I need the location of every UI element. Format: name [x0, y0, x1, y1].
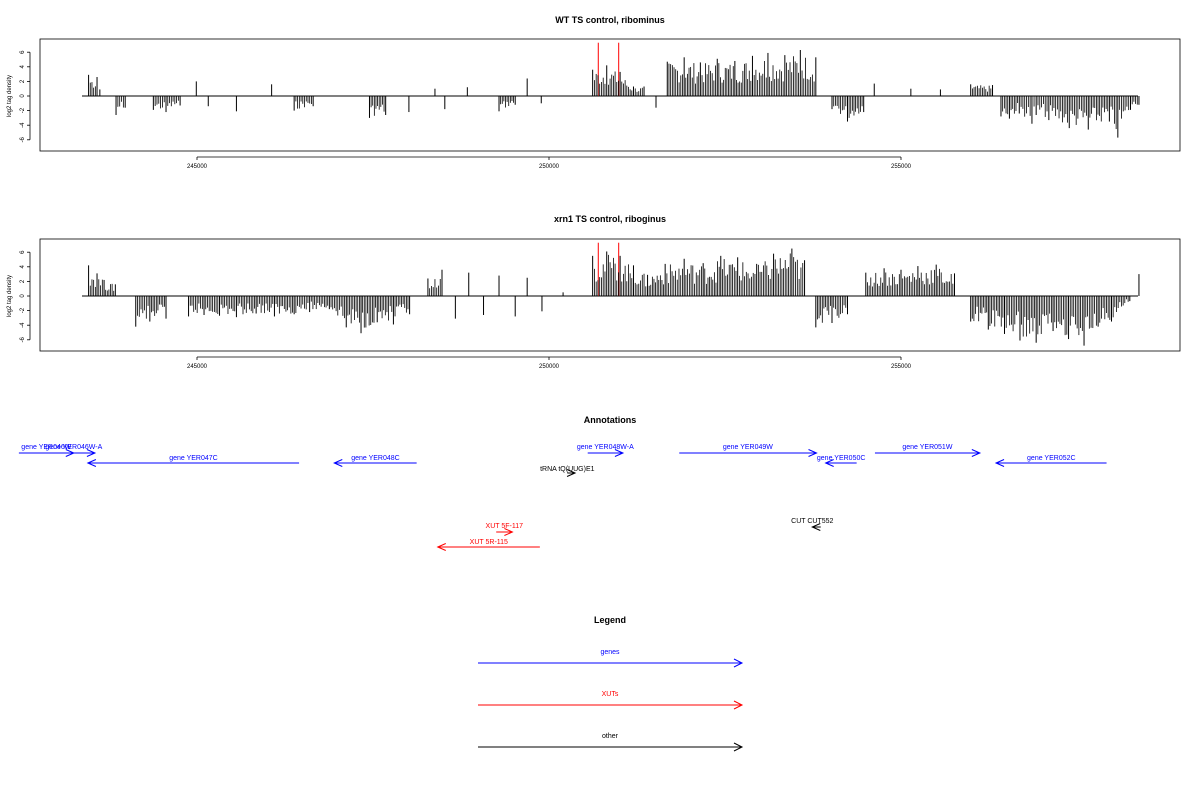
feature-arrowhead [808, 449, 818, 457]
legend: Legend genes XUTs other [478, 615, 744, 752]
panel-xrn1-y-axis: -6 -4 -2 0 2 4 6 [20, 250, 31, 342]
annotation-feature: gene YER047C [86, 455, 300, 467]
y-tick-label: 6 [20, 250, 26, 254]
feature-label: gene YER047C [169, 455, 218, 462]
feature-arrowhead [994, 459, 1005, 467]
annotation-feature: XUT 5R-115 [436, 539, 540, 551]
annotation-feature: gene YER048C [333, 455, 417, 467]
feature-label: CUT CUT552 [791, 518, 833, 525]
legend-arrowhead [733, 700, 744, 710]
panel-wt: WT TS control, ribominus log2 tag densit… [7, 15, 1181, 170]
panel-xrn1-title: xrn1 TS control, riboginus [554, 214, 666, 224]
legend-label: other [602, 733, 619, 740]
feature-label: gene YER049W [723, 444, 773, 451]
y-tick-label: -2 [20, 307, 26, 313]
panel-xrn1-bars [88, 242, 1140, 346]
feature-label: gene YER046W [21, 444, 71, 451]
legend-title: Legend [594, 615, 626, 625]
annotation-feature: gene YER046W-A [45, 444, 103, 457]
panel-wt-y-axis: -6 -4 -2 0 2 4 6 [20, 50, 31, 142]
x-tick-label: 250000 [539, 164, 560, 170]
panel-wt-x-axis: 245000 250000 255000 [187, 156, 912, 170]
annotation-feature: gene YER051W [874, 444, 982, 457]
y-tick-label: 2 [20, 279, 26, 283]
panel-xrn1: xrn1 TS control, riboginus log2 tag dens… [7, 214, 1181, 370]
y-tick-label: -6 [20, 336, 26, 342]
legend-label: genes [600, 649, 620, 656]
feature-label: XUT 5R-115 [470, 539, 508, 546]
feature-arrowhead [504, 528, 514, 536]
legend-entries: genes XUTs other [478, 649, 744, 752]
feature-label: gene YER048W-A [577, 444, 634, 451]
legend-label: XUTs [602, 691, 619, 698]
y-tick-label: -2 [20, 107, 26, 113]
annotation-feature: XUT 5F-117 [486, 523, 524, 536]
feature-arrowhead [333, 459, 343, 467]
x-tick-label: 255000 [891, 364, 912, 370]
feature-label: gene YER051W [902, 444, 952, 451]
panel-wt-title: WT TS control, ribominus [555, 15, 665, 25]
x-tick-label: 245000 [187, 364, 208, 370]
x-tick-label: 255000 [891, 164, 912, 170]
feature-arrowhead [811, 523, 821, 531]
panel-wt-bars [88, 42, 1140, 138]
legend-entry: other [478, 733, 744, 752]
y-tick-label: 4 [20, 64, 26, 68]
feature-label: gene YER048C [351, 455, 400, 462]
panel-wt-ylabel: log2 tag density [7, 75, 13, 117]
y-tick-label: 6 [20, 50, 26, 54]
y-tick-label: 2 [20, 79, 26, 83]
annotation-feature: gene YER050C [817, 455, 866, 467]
panel-wt-frame [39, 38, 1181, 152]
legend-arrowhead [733, 742, 744, 752]
feature-label: gene YER046W-A [45, 444, 102, 451]
panel-xrn1-ylabel: log2 tag density [7, 275, 13, 317]
annotation-feature: gene YER049W [679, 444, 818, 457]
annotation-feature: CUT CUT552 [791, 518, 834, 531]
feature-label: XUT 5F-117 [486, 523, 524, 530]
feature-arrowhead [436, 543, 446, 551]
x-tick-label: 250000 [539, 364, 560, 370]
feature-arrowhead [824, 459, 834, 467]
feature-arrowhead [614, 449, 625, 457]
y-tick-label: 4 [20, 264, 26, 268]
legend-entry: XUTs [478, 691, 744, 710]
x-tick-label: 245000 [187, 164, 208, 170]
panel-xrn1-frame [39, 238, 1181, 352]
feature-arrowhead [971, 449, 982, 457]
annotations-title: Annotations [584, 415, 637, 425]
y-tick-label: 0 [20, 94, 26, 98]
y-tick-label: -6 [20, 136, 26, 142]
feature-label: gene YER052C [1027, 455, 1076, 462]
feature-label: gene YER050C [817, 455, 866, 462]
feature-arrowhead [86, 459, 97, 467]
annotation-feature: gene YER048W-A [577, 444, 634, 457]
feature-arrowhead [566, 469, 577, 477]
y-tick-label: -4 [20, 122, 26, 128]
annotation-feature: tRNA tQ(UUG)E1 [540, 466, 595, 477]
legend-entry: genes [478, 649, 744, 668]
y-tick-label: -4 [20, 322, 26, 328]
panel-xrn1-x-axis: 245000 250000 255000 [187, 356, 912, 370]
feature-arrowhead [86, 449, 97, 457]
legend-arrowhead [733, 658, 744, 668]
annotation-feature: gene YER052C [994, 455, 1107, 467]
feature-label: tRNA tQ(UUG)E1 [540, 466, 595, 473]
y-tick-label: 0 [20, 294, 26, 298]
